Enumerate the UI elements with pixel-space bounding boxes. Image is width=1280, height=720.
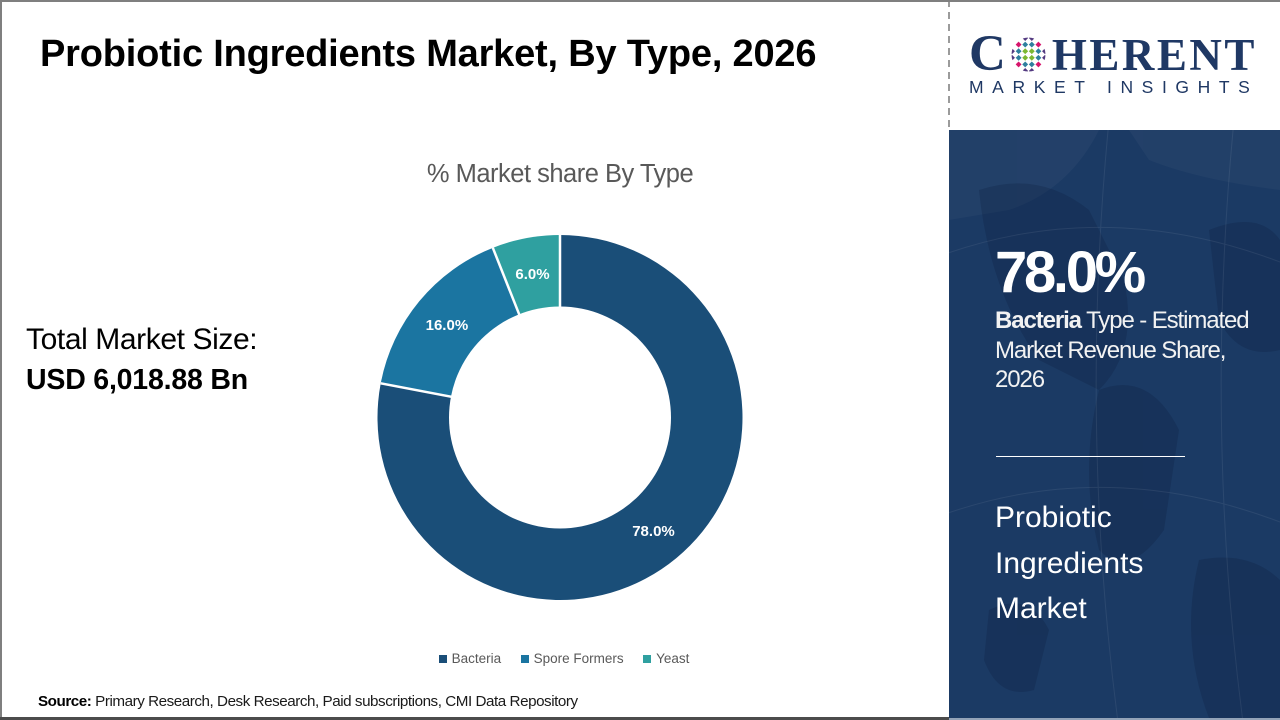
svg-text:6.0%: 6.0% — [515, 266, 549, 283]
svg-text:78.0%: 78.0% — [632, 523, 675, 540]
svg-text:16.0%: 16.0% — [426, 317, 469, 334]
